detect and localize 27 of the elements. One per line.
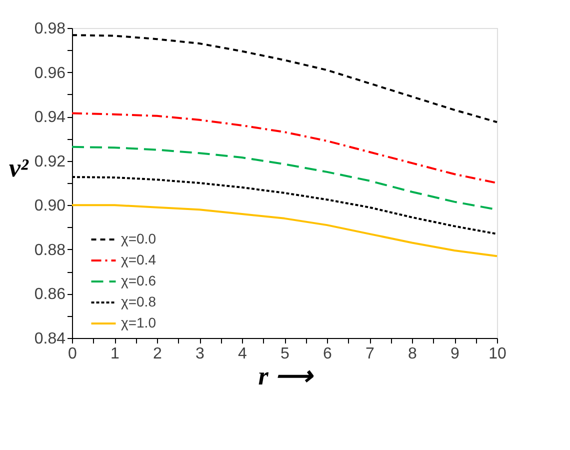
- x-tick-label: 1: [110, 346, 120, 362]
- x-tick-label: 4: [238, 346, 248, 362]
- x-tick-label: 5: [280, 346, 290, 362]
- line-series: [71, 112, 498, 184]
- x-tick-label: 6: [323, 346, 332, 362]
- legend-label: χ=1.0: [121, 314, 156, 330]
- y-tick-label: 0.88: [34, 242, 66, 259]
- y-tick-label: 0.98: [34, 20, 66, 38]
- legend-label: χ=0.0: [121, 230, 156, 246]
- x-axis-title: r ⟶: [258, 362, 314, 390]
- x-tick-label: 0: [68, 346, 78, 362]
- legend-label: χ=0.8: [121, 294, 156, 310]
- y-tick-label: 0.92: [34, 153, 66, 170]
- x-tick-label: 10: [488, 346, 506, 362]
- legend-label: χ=0.4: [121, 252, 156, 268]
- x-tick-label: 8: [408, 346, 418, 362]
- y-axis-title: v²: [9, 154, 30, 182]
- y-tick-label: 0.84: [34, 330, 66, 348]
- x-tick-label: 3: [196, 346, 205, 362]
- x-tick-label: 2: [153, 346, 162, 362]
- legend-label: χ=0.6: [121, 272, 156, 288]
- y-tick-label: 0.94: [34, 109, 66, 126]
- y-tick-label: 0.90: [34, 198, 66, 215]
- y-tick-label: 0.86: [34, 286, 66, 304]
- x-tick-label: 7: [366, 346, 375, 362]
- y-tick-label: 0.96: [34, 64, 66, 82]
- x-tick-label: 9: [450, 346, 460, 362]
